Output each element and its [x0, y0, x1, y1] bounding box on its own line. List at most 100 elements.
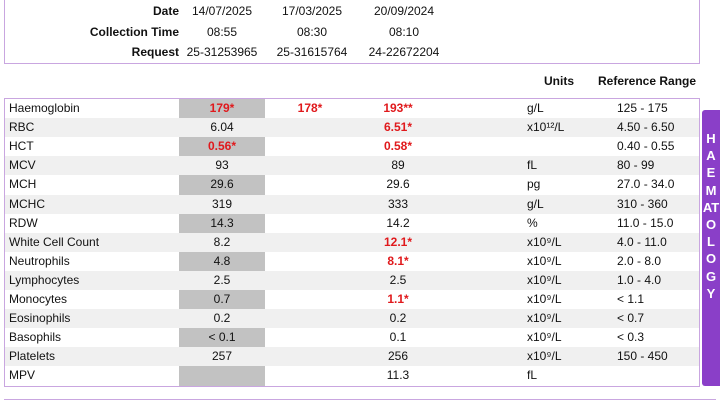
table-row: MCHC 319 333 g/L 310 - 360 — [5, 194, 699, 214]
reference-range-cell: 11.0 - 15.0 — [617, 215, 674, 230]
test-name: Platelets — [9, 349, 56, 364]
reference-range-cell: < 0.3 — [617, 330, 645, 345]
reference-range-cell: < 1.1 — [617, 292, 645, 306]
date-label: Date — [152, 4, 179, 18]
units-cell: g/L — [527, 101, 544, 115]
table-row: Lymphocytes 2.5 2.5 x10⁹/L 1.0 - 4.0 — [5, 270, 699, 290]
date-value-3: 20/09/2024 — [373, 4, 435, 18]
units-cell: x10⁹/L — [527, 272, 562, 287]
result-value-3: 6.51* — [383, 120, 413, 135]
result-value-1: 257 — [211, 349, 233, 364]
reference-range-cell: 150 - 450 — [617, 349, 668, 364]
table-row: MPV 11.3 fL — [5, 366, 699, 385]
request-value-1: 25-31253965 — [186, 45, 258, 59]
test-name: MCHC — [9, 196, 45, 211]
result-value-3: 12.1* — [383, 234, 413, 249]
test-name: Haemoglobin — [9, 101, 80, 115]
time-value-1: 08:55 — [206, 25, 238, 39]
units-cell: x10⁹/L — [527, 253, 562, 268]
request-row: Request 25-31253965 25-31615764 24-22672… — [5, 45, 701, 63]
request-value-2: 25-31615764 — [276, 45, 348, 59]
table-row: Basophils < 0.1 0.1 x10⁹/L < 0.3 — [5, 328, 699, 347]
reference-range-cell: 2.0 - 8.0 — [617, 253, 662, 268]
reference-range-cell: 125 - 175 — [617, 101, 668, 115]
test-name: MPV — [9, 368, 36, 383]
date-value-2: 17/03/2025 — [281, 4, 343, 18]
result-value-1: 14.3 — [210, 215, 234, 230]
units-cell: fL — [527, 158, 538, 173]
result-value-3: 0.1 — [389, 330, 407, 345]
table-row: Haemoglobin 179* 178* 193** g/L 125 - 175 — [5, 99, 699, 118]
result-value-1: 2.5 — [213, 272, 231, 287]
result-value-1: 29.6 — [210, 177, 234, 192]
units-cell: x10⁹/L — [527, 292, 562, 306]
result-value-1: 6.04 — [210, 120, 234, 135]
haematology-section-tab[interactable]: HAEMATOLOGY — [702, 110, 720, 386]
result-value-1: 4.8 — [213, 253, 231, 268]
request-value-3: 24-22672204 — [368, 45, 440, 59]
units-cell: % — [527, 215, 538, 230]
result-value-3: 193** — [383, 101, 413, 115]
result-value-1: 0.2 — [213, 311, 231, 326]
test-name: MCV — [9, 158, 36, 173]
units-header: Units — [544, 74, 574, 88]
table-row: HCT 0.56* 0.58* 0.40 - 0.55 — [5, 137, 699, 156]
test-name: White Cell Count — [9, 234, 100, 249]
result-value-3: 0.2 — [389, 311, 407, 326]
result-value-3: 2.5 — [389, 272, 407, 287]
result-value-3: 333 — [387, 196, 409, 211]
result-value-1: 8.2 — [213, 234, 231, 249]
table-row: MCV 93 89 fL 80 - 99 — [5, 156, 699, 176]
result-value-1: 93 — [215, 158, 229, 173]
reference-range-cell: 27.0 - 34.0 — [617, 177, 675, 192]
result-value-3: 8.1* — [387, 253, 409, 268]
test-name: Monocytes — [9, 292, 68, 306]
table-row: Eosinophils 0.2 0.2 x10⁹/L < 0.7 — [5, 309, 699, 329]
units-cell: x10⁹/L — [527, 234, 562, 249]
date-row: Date 14/07/2025 17/03/2025 20/09/2024 — [5, 4, 701, 22]
table-row: Monocytes 0.7 1.1* x10⁹/L < 1.1 — [5, 290, 699, 309]
units-cell: g/L — [527, 196, 544, 211]
date-value-1: 14/07/2025 — [191, 4, 253, 18]
time-value-2: 08:30 — [296, 25, 328, 39]
result-value-2: 178* — [297, 101, 323, 115]
time-value-3: 08:10 — [388, 25, 420, 39]
result-value-1: < 0.1 — [208, 330, 236, 345]
reference-range-cell: 1.0 - 4.0 — [617, 272, 662, 287]
test-name: Lymphocytes — [9, 272, 80, 287]
reference-range-cell: 4.0 - 11.0 — [617, 234, 667, 249]
table-row: Platelets 257 256 x10⁹/L 150 - 450 — [5, 347, 699, 367]
test-name: RDW — [9, 215, 38, 230]
table-row: RDW 14.3 14.2% 11.0 - 15.0 — [5, 214, 699, 233]
result-value-3: 11.3 — [386, 368, 410, 383]
units-cell: x10⁹/L — [527, 330, 562, 345]
result-value-3: 0.58* — [383, 139, 413, 154]
reference-range-header: Reference Range — [598, 74, 697, 88]
test-name: Basophils — [9, 330, 62, 345]
time-row: Collection Time 08:55 08:30 08:10 — [5, 25, 701, 43]
reference-range-cell: 0.40 - 0.55 — [617, 139, 675, 154]
section-tab-label: HAEMATOLOGY — [702, 131, 720, 301]
result-value-1: 179* — [209, 101, 235, 115]
table-row: White Cell Count 8.2 12.1* x10⁹/L 4.0 - 11.0 — [5, 232, 699, 252]
units-cell: fL — [527, 368, 538, 383]
units-cell: x10⁹/L — [527, 311, 562, 326]
haematology-table: Haemoglobin 179* 178* 193** g/L 125 - 175 RBC 6… — [4, 98, 700, 387]
result-value-3: 29.6 — [386, 177, 410, 192]
reference-range-cell: 80 - 99 — [617, 158, 655, 173]
result-value-1: 319 — [211, 196, 233, 211]
test-name: Neutrophils — [9, 253, 70, 268]
time-label: Collection Time — [89, 25, 179, 39]
divider — [4, 399, 716, 400]
result-value-3: 89 — [391, 158, 405, 173]
test-name: RBC — [9, 120, 35, 135]
collection-header: Date 14/07/2025 17/03/2025 20/09/2024 Co… — [4, 0, 700, 64]
table-row: RBC 6.04 6.51* x10¹²/L 4.50 - 6.50 — [5, 118, 699, 138]
reference-range-cell: < 0.7 — [617, 311, 645, 326]
units-cell: x10¹²/L — [527, 120, 565, 135]
result-value-3: 1.1* — [387, 292, 409, 306]
result-value-1: 0.7 — [213, 292, 231, 306]
units-cell: x10⁹/L — [527, 349, 562, 364]
result-value-1: 0.56* — [207, 139, 237, 154]
units-cell: pg — [527, 177, 541, 192]
